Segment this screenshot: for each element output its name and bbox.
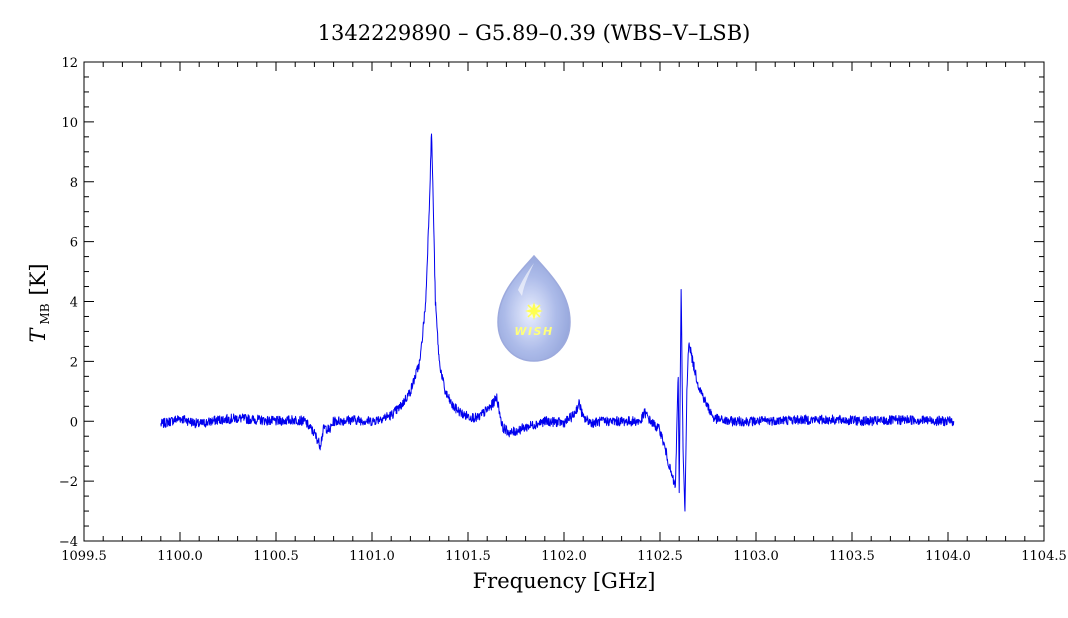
chart-title: 1342229890 – G5.89–0.39 (WBS–V–LSB)	[318, 21, 751, 45]
x-tick-label: 1104.5	[1021, 549, 1067, 564]
x-axis-label: Frequency [GHz]	[473, 569, 656, 593]
x-tick-label: 1101.0	[349, 549, 395, 564]
y-tick-label: 2	[70, 355, 78, 370]
x-tick-label: 1103.5	[829, 549, 875, 564]
y-tick-label: −2	[59, 475, 78, 490]
x-axis-ticks: 1099.5 1100.0 1100.5 1101.0 1101.5 1102.0 1102…	[61, 62, 1067, 564]
x-tick-label: 1100.0	[157, 549, 203, 564]
y-axis-label-symbol: T	[26, 327, 50, 343]
y-tick-label: 10	[61, 116, 78, 131]
wish-drop-highlight	[518, 263, 534, 296]
y-tick-label: 0	[70, 415, 78, 430]
plot-frame	[83, 61, 1045, 542]
y-axis-label: T MB [K]	[26, 263, 53, 342]
y-axis-label-subscript: MB	[38, 303, 52, 324]
y-tick-label: 8	[70, 176, 78, 191]
x-tick-label: 1102.0	[541, 549, 587, 564]
y-axis-ticks: −4 −2 0 2 4 6 8 10 12	[59, 56, 1044, 550]
x-tick-label: 1101.5	[445, 549, 491, 564]
x-tick-label: 1100.5	[253, 549, 299, 564]
star-icon	[525, 302, 543, 320]
x-tick-label: 1104.0	[925, 549, 971, 564]
x-tick-label: 1099.5	[61, 549, 107, 564]
y-tick-label: 4	[70, 296, 78, 311]
wish-logo-text: WISH	[514, 325, 553, 338]
y-tick-label: 6	[70, 236, 78, 251]
y-tick-label: −4	[59, 535, 78, 550]
x-tick-label: 1103.0	[733, 549, 779, 564]
x-tick-label: 1102.5	[637, 549, 683, 564]
y-axis-label-unit: [K]	[26, 263, 50, 295]
series-spectrum-line	[160, 133, 955, 512]
wish-logo: WISH	[497, 254, 571, 362]
y-tick-label: 12	[61, 56, 78, 71]
